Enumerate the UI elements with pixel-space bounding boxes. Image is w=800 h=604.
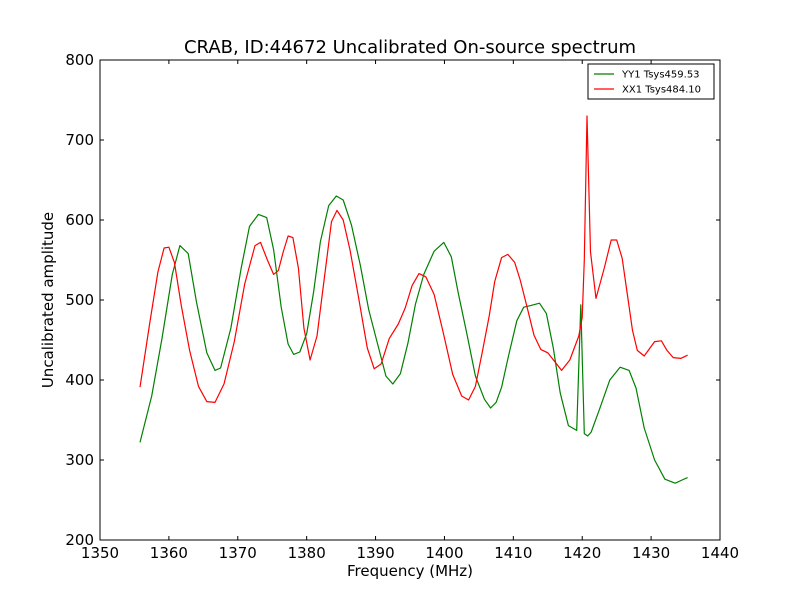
legend-label-yy1: YY1 Tsys459.53 [621, 70, 700, 81]
y-axis: 200 300 400 500 600 700 800 [65, 51, 720, 549]
x-tick-label: 1410 [494, 544, 532, 562]
y-tick-label: 600 [65, 211, 94, 229]
y-tick-label: 500 [65, 291, 94, 309]
y-tick-label: 400 [65, 371, 94, 389]
x-tick-label: 1380 [288, 544, 326, 562]
y-axis-label: Uncalibrated amplitude [39, 212, 57, 388]
y-tick-label: 200 [65, 531, 94, 549]
x-tick-label: 1430 [632, 544, 670, 562]
x-tick-label: 1400 [425, 544, 463, 562]
x-tick-label: 1350 [81, 544, 119, 562]
x-tick-label: 1360 [150, 544, 188, 562]
y-tick-label: 300 [65, 451, 94, 469]
x-tick-label: 1420 [563, 544, 601, 562]
x-axis: 1350 1360 1370 1380 1390 1400 1410 1420 1430 1440 [81, 60, 739, 562]
x-axis-label: Frequency (MHz) [347, 562, 473, 580]
x-tick-label: 1440 [701, 544, 739, 562]
legend-box [587, 63, 715, 100]
y-tick-label: 700 [65, 131, 94, 149]
series-line-1 [139, 115, 688, 403]
chart-title: CRAB, ID:44672 Uncalibrated On-source sp… [184, 37, 636, 58]
legend-label-xx1: XX1 Tsys484.10 [622, 85, 701, 96]
legend: YY1 Tsys459.53 XX1 Tsys484.10 [587, 63, 715, 100]
y-tick-label: 800 [65, 51, 94, 69]
series-line-0 [139, 195, 688, 484]
x-tick-label: 1390 [356, 544, 394, 562]
x-tick-label: 1370 [219, 544, 257, 562]
